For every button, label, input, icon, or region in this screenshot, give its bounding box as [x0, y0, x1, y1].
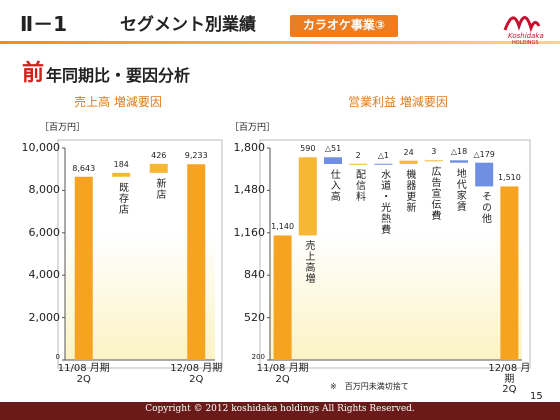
bar: [374, 163, 393, 165]
plot-background: [270, 232, 522, 360]
y-tick-label: 1,800: [233, 141, 266, 154]
value-label: △179: [473, 149, 495, 159]
bar: [500, 186, 519, 360]
y-tick-label: 520: [244, 310, 265, 324]
category-label: 売上高増: [303, 240, 315, 285]
value-label: 24: [403, 147, 414, 157]
logo-sub: HOLDINGS: [512, 40, 539, 46]
chart-frame: [259, 139, 531, 369]
category-label: 新店: [154, 177, 165, 200]
value-label: 9,233: [184, 151, 208, 161]
header-rule: [0, 41, 560, 44]
y-tick-label: 2,000: [28, 310, 61, 324]
y-tick-label: 6,000: [28, 225, 61, 239]
y-tick-label: 1,480: [233, 183, 266, 197]
y-tick-label: 1,160: [233, 225, 266, 239]
bar: [273, 235, 292, 360]
badge: カラオケ事業③: [302, 18, 386, 32]
x-tick-label: 11/08 月期 2Q: [256, 363, 309, 385]
y-tick-label: 8,000: [28, 183, 61, 197]
category-label: 既存店: [116, 181, 128, 215]
bar: [112, 172, 131, 177]
category-label: 地代家賃: [454, 167, 466, 212]
bar: [187, 164, 206, 360]
category-label: 機器更新: [403, 168, 415, 213]
y-tick-label: 0: [55, 353, 60, 361]
badge-bg: [290, 15, 398, 37]
chart-title: 営業利益 増減要因: [348, 95, 448, 109]
value-label: 426: [151, 150, 167, 160]
bar: [298, 157, 317, 236]
category-label: 配信料: [353, 169, 365, 203]
value-label: △51: [324, 144, 342, 154]
value-label: 1,140: [271, 222, 295, 232]
page-number: 15: [530, 391, 543, 402]
value-label: △1: [377, 150, 390, 160]
unit-label: ［百万円］: [40, 123, 86, 133]
value-label: △18: [450, 147, 468, 157]
value-label: 184: [113, 159, 129, 169]
copyright: Copyright © 2012 koshidaka holdings All …: [145, 404, 415, 414]
x-tick-label: 12/08 月期 2Q: [170, 363, 223, 385]
y-tick-label: 10,000: [21, 141, 61, 154]
category-label: 仕入高: [328, 169, 340, 203]
bar: [399, 160, 418, 164]
chart-title: 売上高 増減要因: [74, 95, 162, 109]
category-label: 広告宣伝費: [429, 165, 441, 221]
heading: 年同期比・要因分析: [46, 66, 191, 85]
unit-label: ［百万円］: [230, 123, 276, 133]
x-tick-label: 12/08 月期 2Q: [488, 363, 531, 395]
page-title: セグメント別業績: [120, 15, 256, 35]
category-label: 水道・光熱費: [378, 168, 390, 235]
bar: [424, 160, 443, 162]
section-number: Ⅱ－1: [20, 12, 68, 36]
value-label: 2: [355, 150, 361, 160]
value-label: 590: [300, 144, 316, 154]
value-label: 1,510: [497, 173, 521, 183]
value-label: 3: [431, 147, 437, 157]
footer-bar: [0, 402, 560, 420]
bar: [450, 160, 468, 163]
bar: [149, 163, 168, 173]
heading-lead: 前: [22, 61, 45, 86]
bar: [475, 162, 494, 187]
y-tick-label: 4,000: [28, 268, 61, 282]
chart-frame: [57, 139, 223, 369]
bar: [349, 163, 368, 165]
note: ※ 百万円未満切捨て: [330, 382, 409, 391]
logo-name: Koshidaka: [508, 32, 544, 40]
x-tick-label: 11/08 月期 2Q: [57, 363, 110, 385]
bar: [324, 157, 342, 165]
logo-mark: [503, 16, 541, 33]
category-label: その他: [479, 191, 491, 225]
bar: [74, 176, 93, 360]
y-tick-label: 200: [251, 353, 265, 361]
y-tick-label: 840: [244, 268, 265, 282]
value-label: 8,643: [72, 163, 96, 173]
